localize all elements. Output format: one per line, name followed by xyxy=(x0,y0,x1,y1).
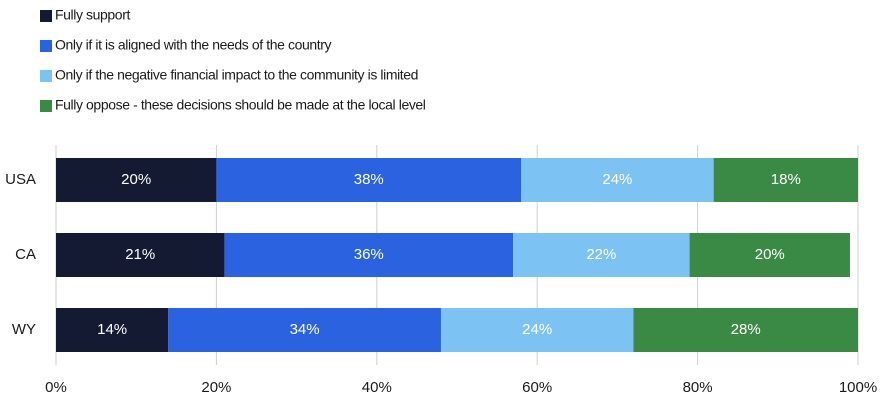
value-label: 34% xyxy=(290,321,320,338)
y-tick-label: USA xyxy=(5,171,36,188)
y-tick-label: CA xyxy=(15,246,36,263)
value-label: 21% xyxy=(125,246,155,263)
legend-swatch xyxy=(40,40,52,52)
legend-label: Only if the negative financial impact to… xyxy=(55,67,418,83)
value-label: 20% xyxy=(121,171,151,188)
legend-swatch xyxy=(40,100,52,112)
x-tick-label: 80% xyxy=(683,379,713,396)
bar-segment xyxy=(56,158,217,202)
legend-swatch xyxy=(40,70,52,82)
y-tick-label: WY xyxy=(12,321,36,338)
value-label: 36% xyxy=(354,246,384,263)
x-tick-label: 60% xyxy=(522,379,552,396)
bar-segment xyxy=(168,308,441,352)
bar-segment xyxy=(56,308,169,352)
bar-segment xyxy=(513,233,690,277)
bar-segment xyxy=(440,308,634,352)
legend-label: Only if it is aligned with the needs of … xyxy=(55,37,331,53)
legend-label: Fully support xyxy=(55,7,130,23)
value-label: 24% xyxy=(602,171,632,188)
bar-segment xyxy=(224,233,514,277)
value-label: 28% xyxy=(731,321,761,338)
value-label: 24% xyxy=(522,321,552,338)
bar-segment xyxy=(689,233,850,277)
legend-swatch xyxy=(40,10,52,22)
x-tick-label: 20% xyxy=(201,379,231,396)
bar-segment xyxy=(216,158,522,202)
x-tick-label: 0% xyxy=(45,379,67,396)
value-label: 38% xyxy=(354,171,384,188)
value-label: 22% xyxy=(586,246,616,263)
bar-segment xyxy=(521,158,714,202)
value-label: 18% xyxy=(771,171,801,188)
legend-label: Fully oppose - these decisions should be… xyxy=(55,97,426,113)
bar-segment xyxy=(633,308,858,352)
value-label: 14% xyxy=(97,321,127,338)
bar-segment xyxy=(56,233,225,277)
value-label: 20% xyxy=(755,246,785,263)
x-tick-label: 100% xyxy=(839,379,877,396)
bar-segment xyxy=(713,158,858,202)
x-tick-label: 40% xyxy=(362,379,392,396)
